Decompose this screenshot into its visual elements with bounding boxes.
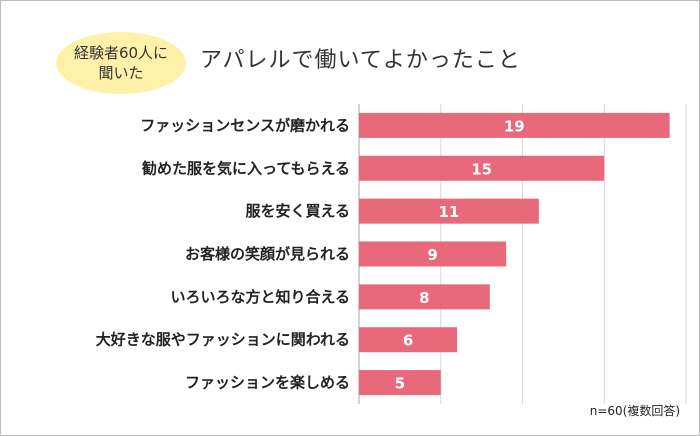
bar — [359, 241, 507, 267]
category-label: ファッションを楽しめる — [185, 374, 350, 392]
badge-line-2: 聞いた — [98, 64, 144, 82]
sample-badge: 経験者60人に 聞いた — [56, 32, 186, 94]
bar — [359, 112, 670, 138]
data-label: 6 — [403, 332, 413, 350]
data-label: 5 — [395, 375, 405, 393]
bar — [359, 327, 458, 353]
badge-line-1: 経験者60人に — [73, 44, 169, 62]
data-label: 11 — [438, 203, 459, 221]
category-label: ファッションセンスが磨かれる — [140, 116, 350, 134]
category-label: いろいろな方と知り合える — [170, 288, 350, 306]
chart-title: アパレルで働いてよかったこと — [200, 48, 521, 73]
category-label: お客様の笑顔が見られる — [185, 245, 350, 263]
data-label: 19 — [504, 117, 525, 135]
bar — [359, 370, 441, 396]
data-label: 15 — [471, 160, 492, 178]
bar — [359, 155, 605, 181]
data-label: 8 — [419, 289, 429, 307]
data-label: 9 — [427, 246, 437, 264]
bar — [359, 284, 490, 310]
category-label: 服を安く買える — [245, 202, 350, 220]
bar — [359, 198, 539, 224]
category-label: 大好きな服やファッションに関われる — [96, 331, 350, 349]
category-label: 勧めた服を気に入ってもらえる — [142, 159, 350, 177]
sample-size-note: n=60(複数回答) — [589, 404, 680, 418]
